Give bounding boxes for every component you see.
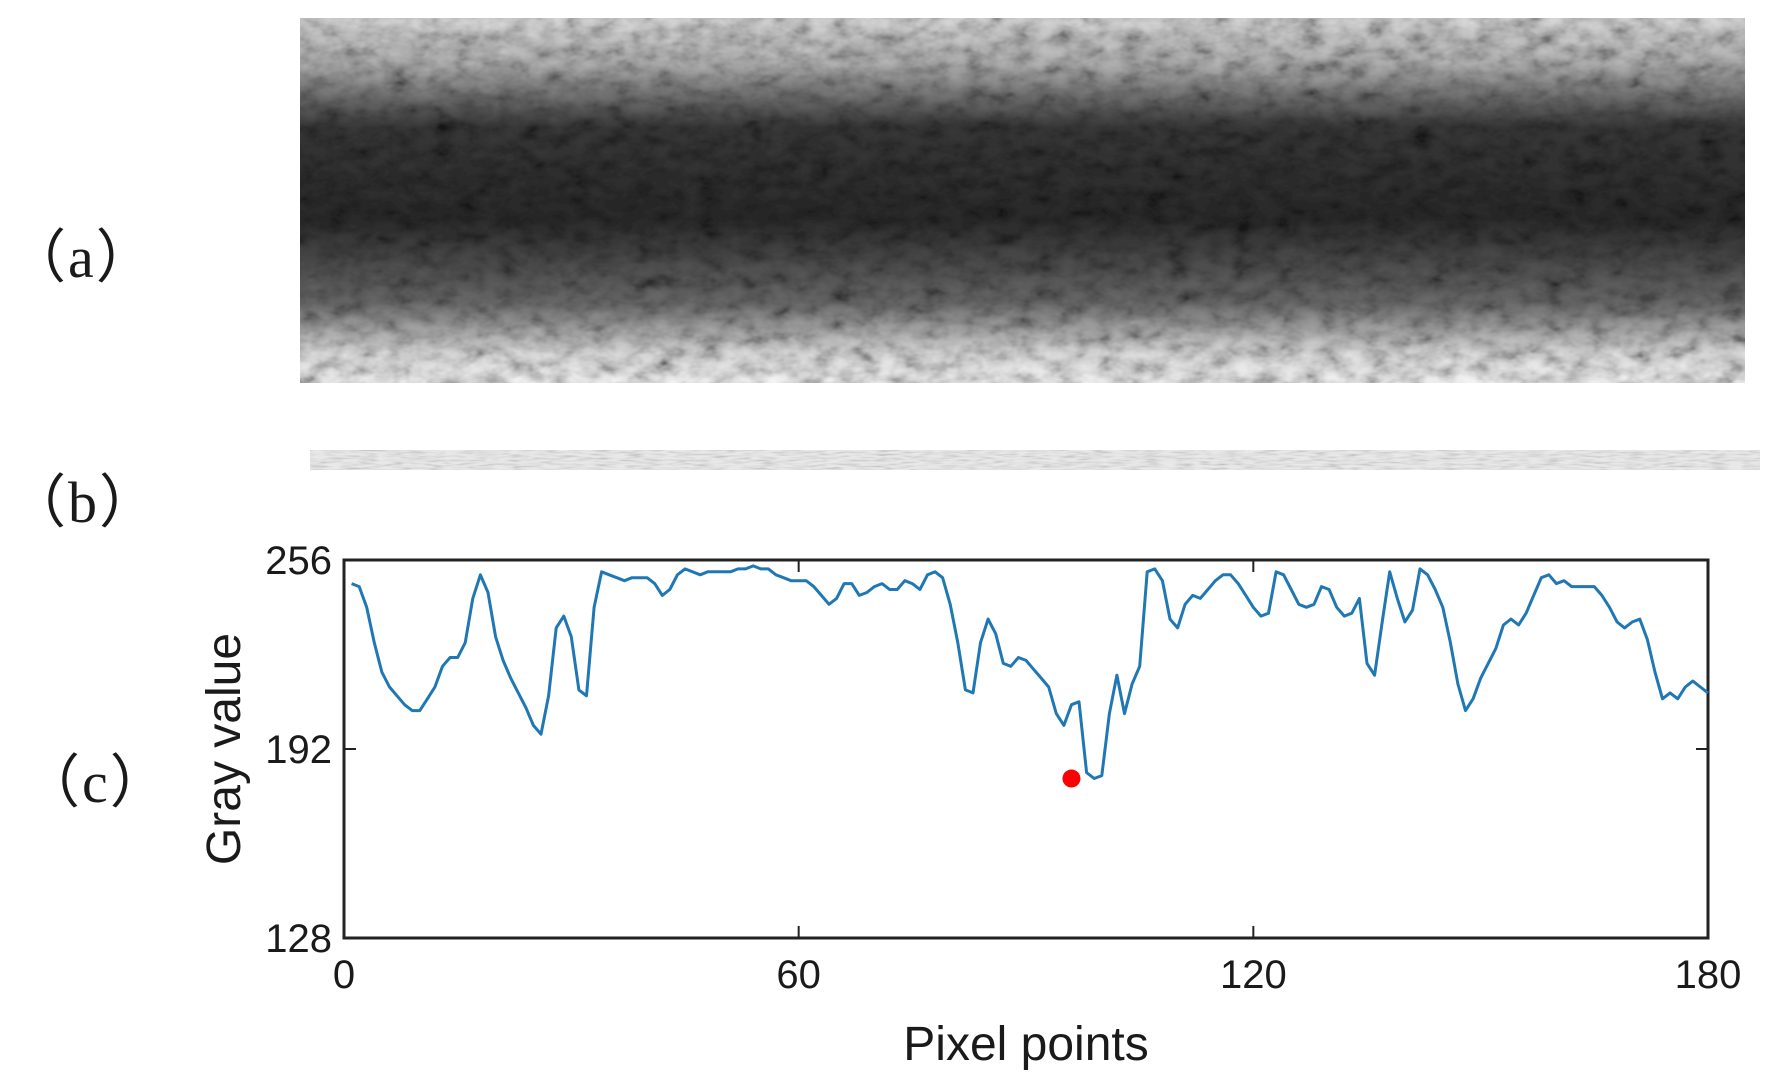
y-axis-title: Gray value (198, 633, 251, 865)
y-tick-label: 256 (265, 539, 332, 583)
strip-image (310, 450, 1760, 470)
y-tick-label: 192 (265, 728, 332, 772)
image-b-texture (310, 450, 1760, 470)
panel-label-a: （a） (8, 225, 156, 290)
grayscale-image (300, 18, 1745, 383)
x-tick-label: 0 (333, 953, 355, 997)
x-tick-label: 180 (1675, 953, 1742, 997)
image-a-texture (300, 18, 1745, 383)
y-tick-label: 128 (265, 917, 332, 961)
minimum-point-marker (1062, 769, 1081, 788)
x-axis-title: Pixel points (903, 1018, 1148, 1071)
panel-label-b: （b） (8, 470, 160, 535)
x-tick-label: 60 (776, 953, 821, 997)
series-line (351, 564, 1709, 780)
panel-label-c: （c） (22, 750, 170, 815)
x-tick-label: 120 (1220, 953, 1287, 997)
plot-frame (342, 558, 1710, 940)
